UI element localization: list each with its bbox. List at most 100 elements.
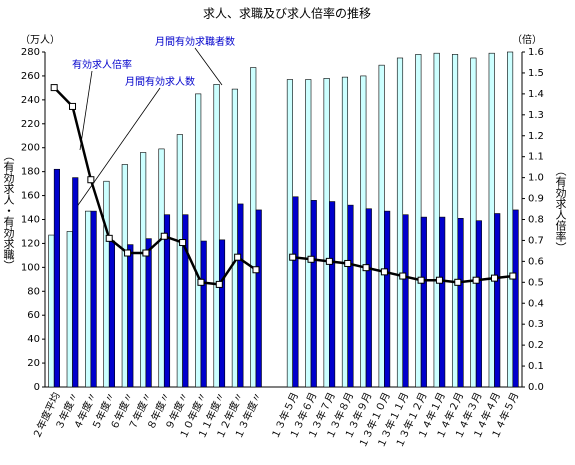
marker <box>509 272 517 280</box>
y2-tick-label: 0.1 <box>528 361 544 372</box>
bar <box>121 164 128 388</box>
bar <box>163 214 171 388</box>
y-tick-label: 100 <box>21 262 40 273</box>
bar <box>457 218 464 388</box>
bar <box>402 214 409 388</box>
y2-tick-label: 1.5 <box>528 68 544 79</box>
bar <box>48 234 55 388</box>
marker <box>490 274 498 282</box>
y-tick-label: 80 <box>27 286 40 297</box>
y2-tick-label: 0.8 <box>528 215 544 226</box>
bar <box>127 244 134 388</box>
bar <box>396 57 404 388</box>
marker <box>362 264 370 272</box>
bar <box>360 75 367 388</box>
y-tick-label: 140 <box>21 215 40 226</box>
bar <box>255 209 262 388</box>
bar <box>488 52 495 388</box>
bar <box>433 52 440 388</box>
bar <box>512 209 519 388</box>
bar <box>195 93 202 388</box>
bar <box>347 204 354 388</box>
y2-unit: （倍） <box>512 33 542 46</box>
leader-line <box>79 70 93 151</box>
y-unit: （万人） <box>20 34 60 46</box>
annotation: 月間有効求人数 <box>125 75 195 88</box>
leader-line <box>75 87 161 209</box>
marker <box>380 268 388 276</box>
y2-tick-label: 1.1 <box>528 152 544 163</box>
y2-tick-label: 0.5 <box>528 277 544 288</box>
marker <box>124 249 132 257</box>
marker <box>215 280 223 288</box>
y-tick-label: 260 <box>21 71 40 82</box>
y2-tick-label: 1.3 <box>528 110 544 121</box>
bar <box>292 196 299 388</box>
bar <box>72 177 79 388</box>
bar <box>213 84 220 388</box>
bar <box>420 216 427 388</box>
annotation: 有効求人倍率 <box>72 58 132 71</box>
bar <box>85 210 92 388</box>
y-tick-label: 20 <box>27 358 40 369</box>
bar <box>310 200 317 388</box>
chart-title: 求人、求職及び求人倍率の推移 <box>203 6 371 21</box>
y-tick-label: 220 <box>21 119 40 130</box>
y2-tick-label: 0.0 <box>528 382 544 393</box>
bar <box>286 79 293 388</box>
bar <box>182 214 189 388</box>
bar <box>53 168 60 388</box>
marker <box>197 278 205 286</box>
y2-tick-label: 0.4 <box>528 298 544 309</box>
bar <box>158 148 165 388</box>
bar <box>439 216 446 388</box>
marker <box>289 253 297 261</box>
marker <box>307 255 315 263</box>
y2-tick-label: 0.6 <box>528 256 544 267</box>
bar <box>237 203 244 388</box>
bar <box>415 54 422 388</box>
marker <box>105 234 113 242</box>
y-tick-label: 160 <box>21 191 40 202</box>
marker <box>50 84 58 92</box>
bar <box>231 88 238 388</box>
bar <box>218 239 226 388</box>
bar <box>378 64 385 388</box>
bar <box>140 152 147 388</box>
marker <box>69 102 77 110</box>
marker <box>435 276 443 284</box>
y2-tick-label: 1.0 <box>528 173 544 184</box>
y2-tick-label: 0.7 <box>528 235 544 246</box>
bar <box>475 220 482 388</box>
bar <box>507 51 514 388</box>
y-tick-label: 240 <box>21 95 40 106</box>
bar <box>365 208 372 388</box>
y-tick-label: 40 <box>27 334 40 345</box>
leader-line <box>194 47 223 86</box>
marker <box>179 239 187 247</box>
bar <box>494 213 501 388</box>
bar <box>145 238 152 388</box>
bar <box>323 78 330 388</box>
marker <box>160 232 168 240</box>
bar <box>384 210 391 388</box>
marker <box>399 272 407 280</box>
y-tick-label: 0 <box>34 382 40 393</box>
bar <box>200 240 207 388</box>
bar <box>66 231 73 388</box>
bar <box>451 54 459 388</box>
marker <box>344 259 352 267</box>
marker <box>325 257 333 265</box>
bar <box>305 79 312 388</box>
marker <box>417 276 425 284</box>
bar <box>176 134 183 388</box>
y-tick-label: 60 <box>27 310 40 321</box>
marker <box>142 249 150 257</box>
x-tick-label: ２年度平均 <box>30 390 63 441</box>
marker <box>234 253 242 261</box>
bar <box>108 240 116 388</box>
y2-tick-label: 0.2 <box>528 340 544 351</box>
y-tick-label: 180 <box>21 167 40 178</box>
y2-tick-label: 1.6 <box>528 47 544 58</box>
